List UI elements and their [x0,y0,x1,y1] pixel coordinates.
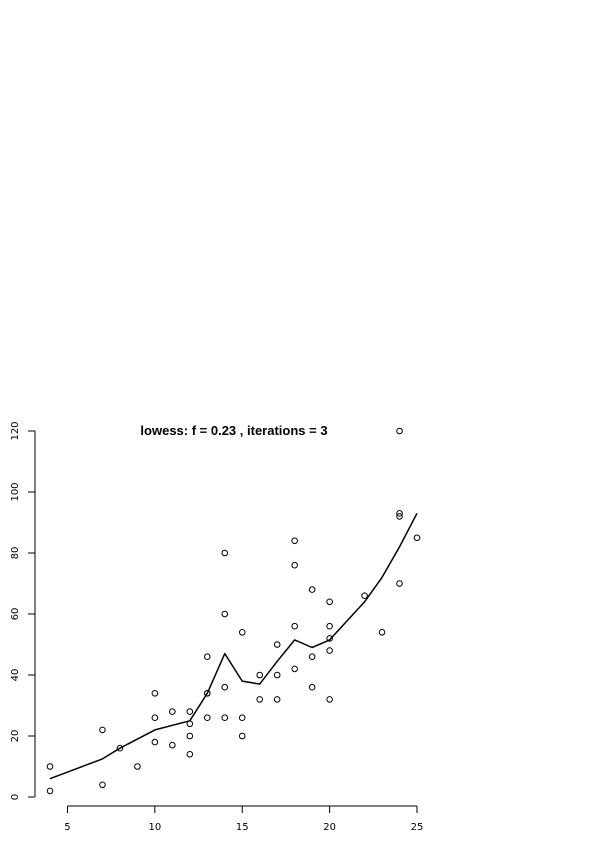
data-point [203,653,211,661]
lowess-smooth-line [49,512,418,780]
data-point [273,641,281,648]
data-point [151,690,159,697]
data-point [46,763,54,770]
data-point [221,610,229,618]
y-tick-label: 100 [10,482,21,501]
data-point [99,726,106,734]
x-tick-label: 10 [148,822,161,833]
data-point [169,708,176,715]
data-point [396,580,403,587]
data-point [291,622,298,630]
data-point [238,629,246,636]
data-point [378,629,386,636]
data-point [326,635,333,642]
y-tick-label: 120 [10,421,21,440]
data-point [256,696,264,703]
x-axis: 5 10 15 20 25 [64,805,424,833]
data-point [221,714,229,722]
x-tick-label: 15 [236,822,249,833]
x-tick-label: 25 [411,822,424,833]
y-tick-label: 80 [10,547,21,560]
data-point [238,732,246,740]
data-point [361,592,368,600]
data-point [203,690,211,697]
data-point [396,427,403,435]
data-point [169,741,176,749]
x-tick-label: 5 [64,822,70,833]
data-point [308,683,316,691]
data-point [46,787,54,795]
data-point [273,671,281,679]
data-point [151,738,159,746]
data-point [326,647,333,654]
data-point [238,714,246,722]
data-point [221,683,229,691]
data-point [326,598,333,606]
data-point [221,549,229,557]
data-point [396,510,403,517]
data-point [291,665,298,673]
data-point [134,763,141,770]
data-point [326,622,333,630]
data-point [186,732,194,740]
data-point [308,653,316,661]
y-axis: 0 20 40 60 80 100 120 [10,421,36,800]
data-point [291,537,298,545]
data-point [186,720,194,728]
data-point [99,781,106,789]
data-point [186,751,194,758]
y-tick-label: 20 [10,730,21,743]
data-point [308,586,316,593]
data-point [116,744,124,752]
x-tick-label: 20 [323,822,336,833]
data-point [203,714,211,722]
data-point [151,714,159,722]
y-tick-label: 0 [10,794,21,800]
data-point [186,708,194,715]
data-point [256,671,264,679]
data-point [326,696,333,703]
y-tick-label: 60 [10,608,21,621]
data-point [273,696,281,703]
data-point [413,534,421,542]
y-tick-label: 40 [10,669,21,682]
chart-title: lowess: f = 0.23 , iterations = 3 [140,423,327,438]
data-point [291,561,298,569]
data-point [396,513,403,520]
data-points [46,427,421,795]
